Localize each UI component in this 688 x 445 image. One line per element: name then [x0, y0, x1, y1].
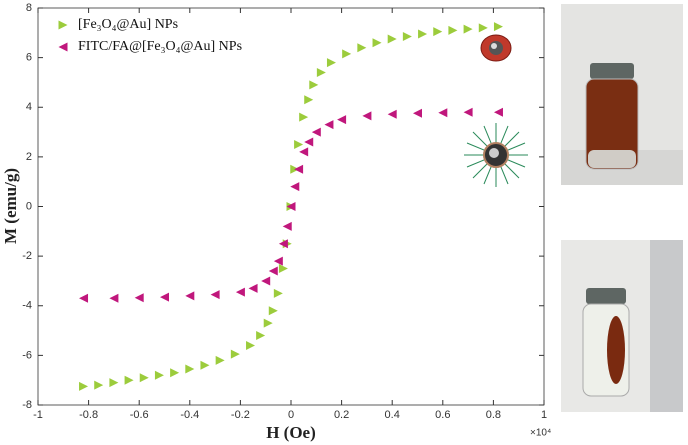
x-tick-label: 0.8	[486, 409, 501, 421]
data-point	[210, 290, 220, 300]
data-point	[268, 306, 278, 316]
data-point	[246, 340, 256, 350]
data-point	[282, 221, 292, 231]
data-point	[263, 318, 273, 328]
data-point	[357, 43, 367, 53]
x-tick-label: -0.4	[180, 409, 199, 421]
legend-marker	[58, 42, 68, 52]
legend-marker	[58, 20, 68, 30]
data-point	[139, 373, 149, 383]
data-point	[342, 49, 352, 59]
data-point	[316, 68, 326, 78]
data-point	[362, 111, 372, 121]
data-point	[493, 107, 503, 117]
data-point	[273, 288, 283, 298]
y-tick-label: 4	[26, 101, 32, 113]
x-tick-label: -0.6	[130, 409, 149, 421]
data-point	[448, 25, 458, 35]
particle-icon	[480, 34, 512, 62]
photo-vial-magnet	[561, 240, 683, 412]
x-scale-label: ×10⁴	[530, 428, 551, 439]
data-point	[290, 182, 300, 192]
x-tick-label: 0.4	[385, 409, 400, 421]
legend-label: FITC/FA@[Fe₃O₄@Au] NPs	[78, 39, 242, 54]
data-point	[304, 137, 314, 147]
data-point	[326, 58, 336, 68]
functionalized-particle-icon	[464, 123, 528, 187]
data-point	[215, 355, 225, 365]
data-point	[463, 24, 473, 34]
data-point	[134, 293, 144, 303]
data-point	[268, 266, 278, 276]
data-point	[493, 22, 503, 32]
data-point	[185, 364, 195, 374]
data-point	[154, 370, 164, 380]
data-point	[418, 29, 428, 39]
data-point	[438, 108, 448, 118]
data-point	[387, 109, 397, 119]
data-point	[286, 202, 296, 211]
data-point	[311, 127, 321, 137]
data-point	[324, 120, 334, 130]
data-point	[294, 164, 304, 174]
data-point	[299, 112, 309, 122]
data-point	[299, 147, 309, 157]
x-axis-label: H (Oe)	[266, 423, 316, 442]
data-point	[160, 292, 169, 302]
y-tick-label: 8	[26, 2, 32, 14]
data-point	[185, 291, 195, 301]
data-point	[79, 381, 89, 391]
data-point	[200, 360, 210, 370]
data-point	[94, 380, 104, 390]
x-tick-label: 0	[288, 409, 294, 421]
x-tick-label: -1	[33, 409, 43, 421]
data-point	[273, 256, 283, 266]
data-point	[372, 38, 382, 48]
y-tick-label: 0	[26, 200, 32, 212]
y-tick-label: 2	[26, 151, 32, 163]
y-tick-label: -2	[22, 250, 32, 262]
data-point	[230, 349, 240, 359]
data-point	[337, 115, 347, 125]
data-point	[278, 264, 288, 274]
data-point	[248, 283, 258, 293]
y-tick-label: -4	[22, 300, 32, 312]
data-point	[304, 95, 314, 105]
data-point	[309, 80, 319, 90]
data-point	[256, 331, 266, 341]
data-point	[235, 287, 245, 297]
x-tick-label: -0.2	[231, 409, 250, 421]
data-point	[294, 139, 304, 149]
data-point	[387, 34, 397, 44]
x-tick-label: -0.8	[79, 409, 98, 421]
data-point	[413, 108, 422, 118]
legend-label: [Fe₃O₄@Au] NPs	[78, 17, 178, 32]
photo-vial-dispersed	[561, 4, 683, 185]
data-point	[402, 32, 412, 42]
y-tick-label: -8	[22, 399, 32, 411]
data-point	[463, 107, 473, 117]
data-point	[109, 293, 119, 303]
data-point	[261, 276, 271, 286]
x-tick-label: 0.6	[435, 409, 450, 421]
x-tick-label: 0.2	[334, 409, 349, 421]
y-axis-label: M (emu/g)	[1, 168, 20, 244]
data-point	[109, 378, 119, 388]
data-point	[433, 27, 443, 37]
y-tick-label: 6	[26, 52, 32, 64]
y-tick-label: -6	[22, 349, 32, 361]
data-point	[478, 23, 488, 33]
data-point	[170, 368, 180, 378]
data-point	[124, 375, 134, 385]
x-tick-label: 1	[541, 409, 547, 421]
data-point	[278, 239, 288, 249]
data-point	[79, 293, 89, 303]
